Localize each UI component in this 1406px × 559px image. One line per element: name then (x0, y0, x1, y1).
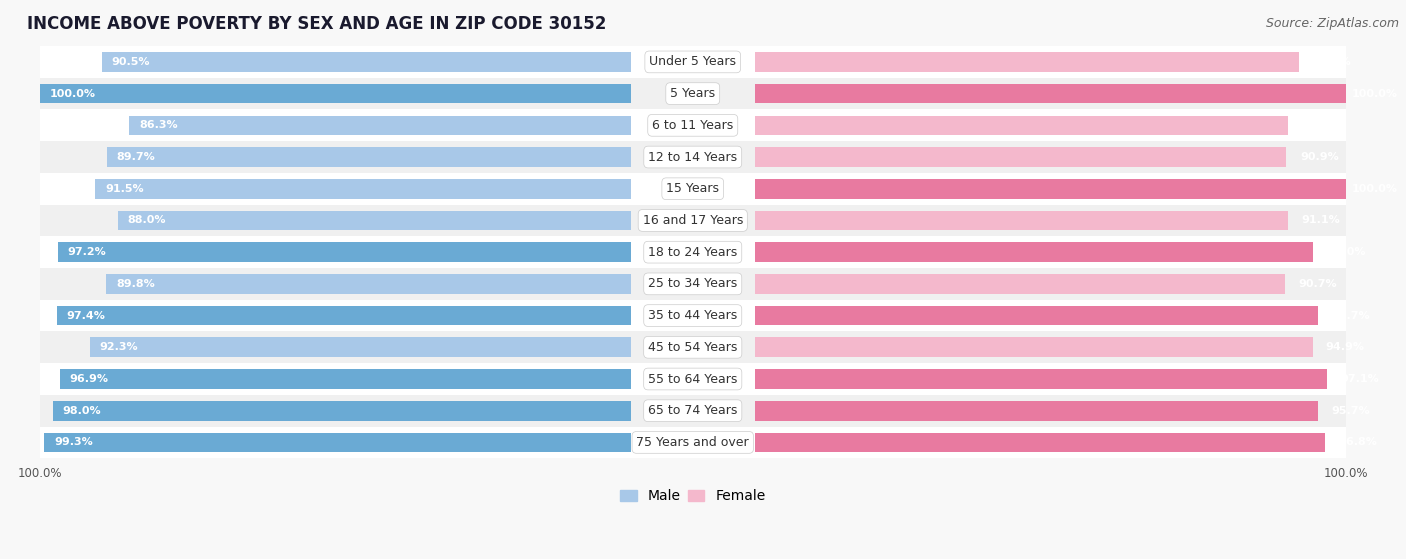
Text: 15 Years: 15 Years (666, 182, 720, 195)
Text: 6 to 11 Years: 6 to 11 Years (652, 119, 734, 132)
Text: 65 to 74 Years: 65 to 74 Years (648, 404, 737, 417)
Bar (755, 338, 1313, 357)
Bar (107, 274, 631, 293)
Bar (755, 84, 1346, 103)
Bar (39, 395, 1346, 427)
Bar (39, 300, 1346, 331)
Text: 35 to 44 Years: 35 to 44 Years (648, 309, 737, 322)
Text: 25 to 34 Years: 25 to 34 Years (648, 277, 737, 290)
Legend: Male, Female: Male, Female (614, 484, 770, 509)
Text: Under 5 Years: Under 5 Years (650, 55, 737, 68)
Text: 45 to 54 Years: 45 to 54 Years (648, 341, 737, 354)
Text: 90.7%: 90.7% (1299, 279, 1337, 289)
Bar (39, 84, 631, 103)
Text: 100.0%: 100.0% (49, 89, 96, 98)
Text: 95.0%: 95.0% (1327, 247, 1365, 257)
Bar (39, 173, 1346, 205)
Bar (755, 433, 1324, 452)
Text: 98.0%: 98.0% (62, 406, 101, 416)
Bar (52, 401, 631, 420)
Bar (39, 78, 1346, 110)
Text: 55 to 64 Years: 55 to 64 Years (648, 372, 737, 386)
Bar (39, 110, 1346, 141)
Text: 88.0%: 88.0% (128, 215, 166, 225)
Text: 96.9%: 96.9% (70, 374, 108, 384)
Bar (58, 243, 631, 262)
Text: 75 Years and over: 75 Years and over (637, 436, 749, 449)
Text: 90.5%: 90.5% (111, 57, 150, 67)
Text: 96.8%: 96.8% (1339, 438, 1378, 447)
Bar (44, 433, 631, 452)
Text: 91.2%: 91.2% (1302, 120, 1341, 130)
Bar (90, 338, 631, 357)
Text: 89.7%: 89.7% (117, 152, 156, 162)
Bar (755, 52, 1299, 72)
Text: INCOME ABOVE POVERTY BY SEX AND AGE IN ZIP CODE 30152: INCOME ABOVE POVERTY BY SEX AND AGE IN Z… (27, 15, 606, 33)
Text: 91.5%: 91.5% (105, 184, 143, 194)
Text: 18 to 24 Years: 18 to 24 Years (648, 245, 737, 259)
Bar (39, 268, 1346, 300)
Text: 90.9%: 90.9% (1301, 152, 1339, 162)
Bar (107, 147, 631, 167)
Bar (129, 116, 631, 135)
Text: 89.8%: 89.8% (117, 279, 155, 289)
Bar (755, 147, 1286, 167)
Text: 95.7%: 95.7% (1331, 406, 1369, 416)
Text: 94.9%: 94.9% (1326, 342, 1365, 352)
Bar (39, 427, 1346, 458)
Bar (101, 52, 631, 72)
Text: 100.0%: 100.0% (1353, 89, 1398, 98)
Bar (118, 211, 631, 230)
Bar (755, 306, 1317, 325)
Bar (39, 205, 1346, 236)
Bar (56, 306, 631, 325)
Bar (755, 211, 1288, 230)
Bar (39, 331, 1346, 363)
Bar (755, 369, 1327, 389)
Bar (755, 274, 1285, 293)
Bar (755, 401, 1317, 420)
Text: 97.1%: 97.1% (1340, 374, 1379, 384)
Text: 97.4%: 97.4% (66, 311, 105, 321)
Bar (39, 46, 1346, 78)
Text: Source: ZipAtlas.com: Source: ZipAtlas.com (1265, 17, 1399, 30)
Text: 5 Years: 5 Years (671, 87, 716, 100)
Bar (60, 369, 631, 389)
Text: 99.3%: 99.3% (53, 438, 93, 447)
Text: 92.8%: 92.8% (1312, 57, 1351, 67)
Bar (755, 116, 1288, 135)
Bar (39, 236, 1346, 268)
Text: 86.3%: 86.3% (139, 120, 177, 130)
Text: 91.1%: 91.1% (1302, 215, 1340, 225)
Bar (39, 363, 1346, 395)
Text: 12 to 14 Years: 12 to 14 Years (648, 150, 737, 164)
Bar (755, 243, 1313, 262)
Bar (755, 179, 1346, 198)
Bar (39, 141, 1346, 173)
Text: 95.7%: 95.7% (1331, 311, 1369, 321)
Text: 97.2%: 97.2% (67, 247, 107, 257)
Text: 16 and 17 Years: 16 and 17 Years (643, 214, 742, 227)
Text: 100.0%: 100.0% (1353, 184, 1398, 194)
Text: 92.3%: 92.3% (100, 342, 138, 352)
Bar (96, 179, 631, 198)
